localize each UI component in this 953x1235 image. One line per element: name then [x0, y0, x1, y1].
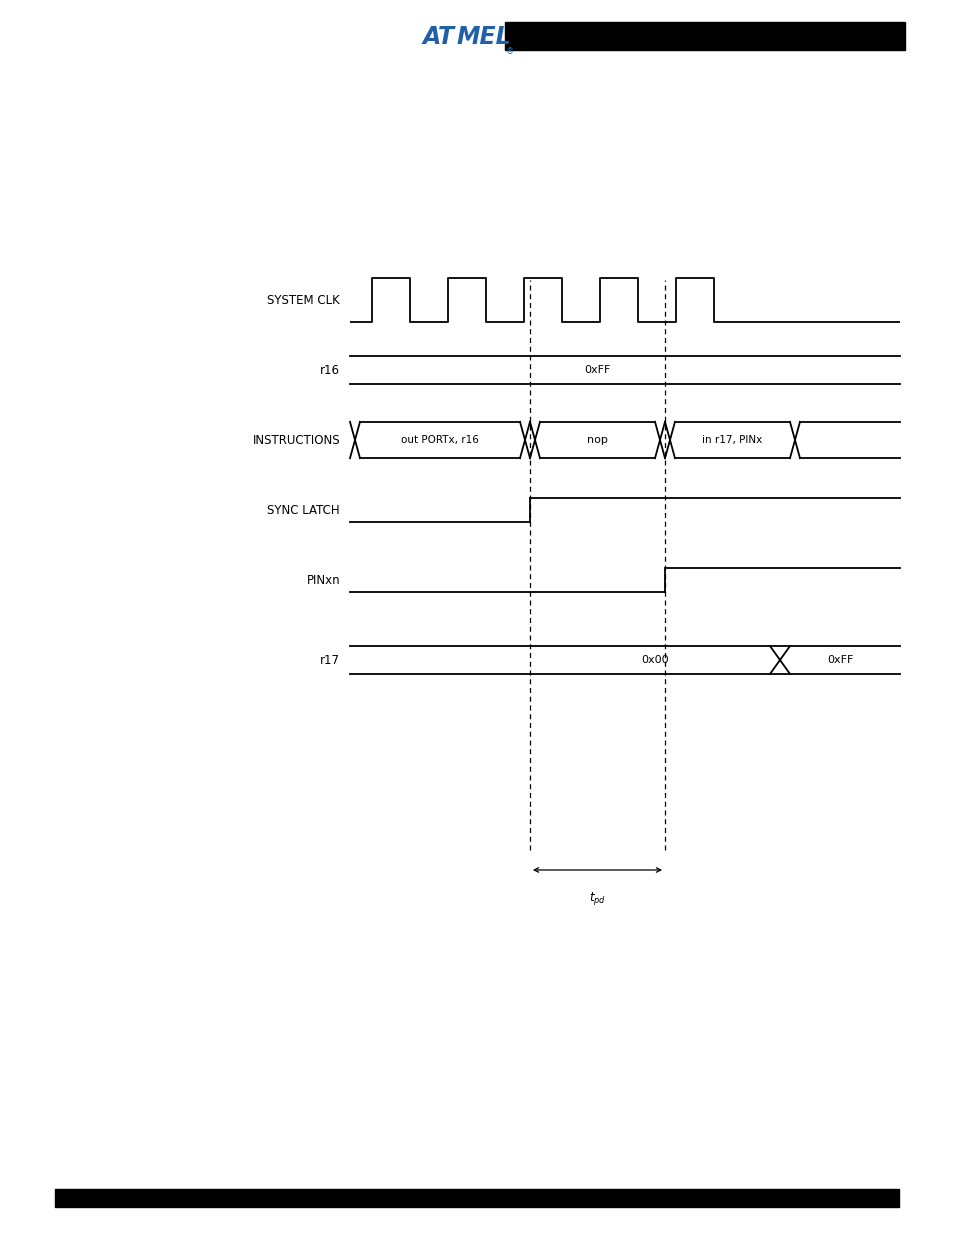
Text: r16: r16 — [319, 363, 339, 377]
Text: nop: nop — [586, 435, 607, 445]
Text: 0xFF: 0xFF — [826, 655, 852, 664]
Text: r17: r17 — [319, 653, 339, 667]
Text: INSTRUCTIONS: INSTRUCTIONS — [253, 433, 339, 447]
Text: $t_{pd}$: $t_{pd}$ — [588, 890, 605, 906]
Text: 0x00: 0x00 — [640, 655, 668, 664]
Text: ®: ® — [505, 47, 514, 57]
Text: MEL: MEL — [456, 25, 511, 49]
Text: 0xFF: 0xFF — [583, 366, 610, 375]
Text: PINxn: PINxn — [306, 573, 339, 587]
Text: out PORTx, r16: out PORTx, r16 — [400, 435, 478, 445]
Text: in r17, PINx: in r17, PINx — [701, 435, 761, 445]
Text: SYNC LATCH: SYNC LATCH — [267, 504, 339, 516]
Bar — [55, 1189, 898, 1207]
Text: SYSTEM CLK: SYSTEM CLK — [267, 294, 339, 306]
Text: AT: AT — [422, 25, 455, 49]
Bar — [504, 22, 904, 49]
